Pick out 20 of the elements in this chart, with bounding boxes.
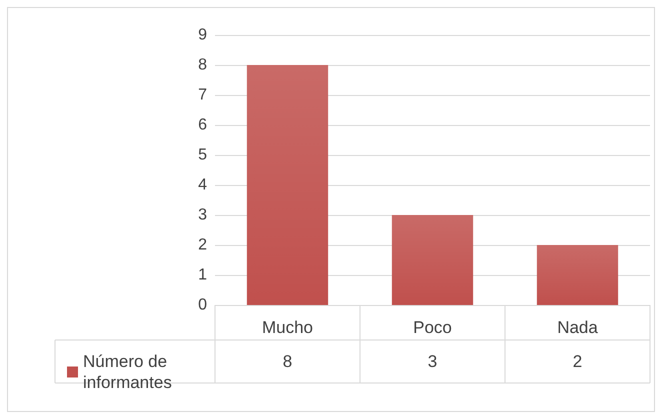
y-tick-label: 6 [198, 116, 208, 134]
bar [536, 245, 618, 305]
legend-label: Número de informantes [83, 352, 172, 392]
y-tick-label: 5 [198, 146, 208, 164]
y-tick-label: 1 [198, 266, 208, 284]
data-label: 3 [428, 352, 438, 371]
y-tick-label: 4 [198, 176, 208, 194]
y-tick-label: 3 [198, 206, 208, 224]
x-tick-label: Mucho [262, 318, 314, 337]
x-tick-label: Nada [557, 318, 598, 337]
y-tick-label: 9 [198, 26, 208, 44]
bar [246, 65, 328, 305]
y-tick-label: 0 [198, 296, 208, 314]
x-tick-label: Poco [413, 318, 452, 337]
data-label: 2 [572, 352, 582, 371]
bar [392, 215, 474, 305]
data-label: 8 [282, 352, 292, 371]
y-tick-label: 2 [198, 236, 208, 254]
y-tick-label: 7 [198, 86, 208, 104]
y-tick-label: 8 [198, 56, 208, 74]
